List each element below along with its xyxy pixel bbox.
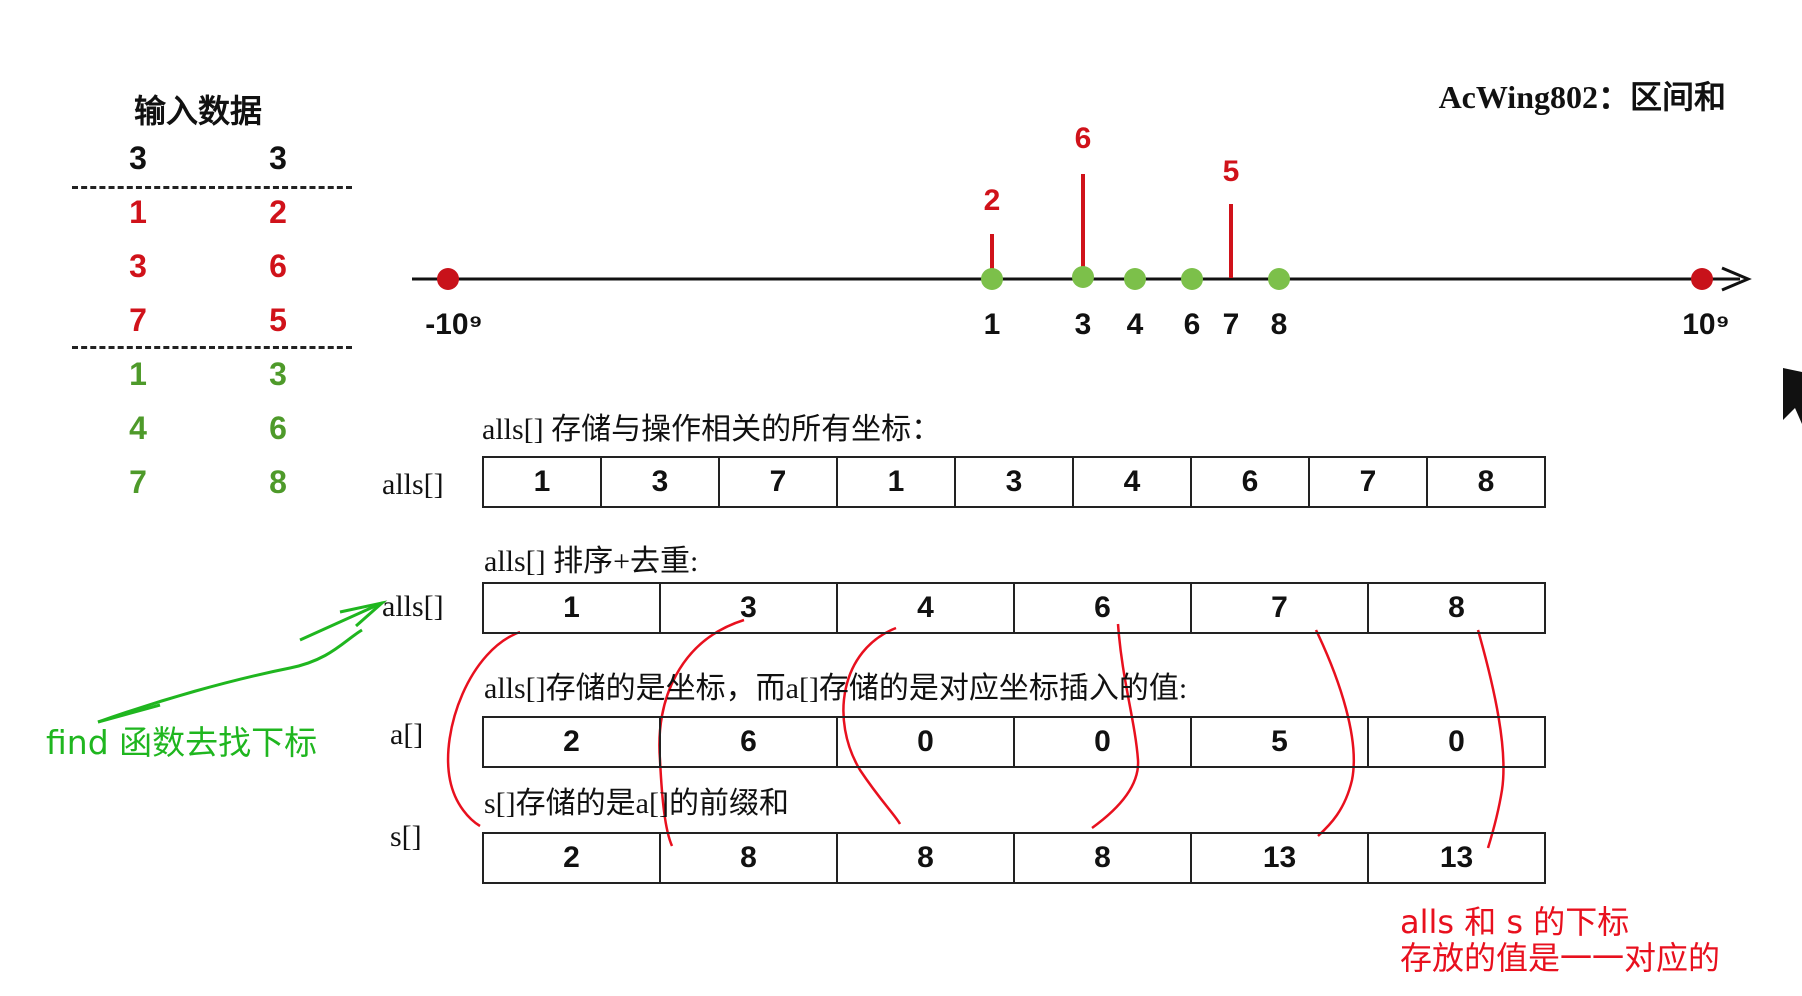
table-cell: 6 — [1190, 458, 1308, 506]
input-header-n: 3 — [129, 140, 147, 176]
table-cell: 1 — [836, 458, 954, 506]
add-row-x: 7 — [129, 302, 147, 338]
a-table: 2 6 0 0 5 0 — [482, 716, 1546, 768]
table-cell: 2 — [563, 725, 580, 758]
link-curve-1 — [446, 630, 521, 828]
table-cell: 7 — [1190, 584, 1367, 632]
table-cell: 7 — [718, 458, 836, 506]
axis-tick-label: 8 — [1270, 308, 1288, 341]
axis-tick-label: 7 — [1222, 308, 1240, 341]
divider-1 — [72, 186, 352, 189]
page-title: AcWing802：区间和 — [1438, 79, 1726, 115]
add-row-c: 6 — [269, 248, 287, 284]
table-cell: 5 — [1190, 718, 1367, 766]
table-cell: 3 — [954, 458, 1072, 506]
table-cell: 4 — [1072, 458, 1190, 506]
point-4 — [1124, 268, 1146, 290]
table-cell: 1 — [533, 465, 551, 498]
query-row-r: 3 — [269, 356, 287, 392]
find-note: find 函数去找下标 — [46, 723, 318, 762]
table-cell: 7 — [1308, 458, 1426, 506]
table-cell: 8 — [659, 834, 836, 882]
point-8 — [1268, 268, 1290, 290]
link-curve-5 — [1314, 629, 1356, 837]
table-cell: 8 — [1426, 458, 1544, 506]
index-note-line1: alls 和 s 的下标 — [1400, 903, 1630, 941]
alls-all-title: alls[] 存储与操作相关的所有坐标： — [482, 413, 942, 446]
bar-value-label: 5 — [1222, 155, 1240, 188]
alls-all-label: alls[] — [382, 468, 444, 501]
link-curve-6 — [1476, 629, 1505, 849]
table-cell: 8 — [836, 834, 1013, 882]
axis-max-label: 10⁹ — [1682, 308, 1730, 341]
point-3 — [1072, 266, 1094, 288]
table-cell: 1 — [563, 591, 580, 624]
a-title: alls[]存储的是坐标，而a[]存储的是对应坐标插入的值: — [484, 672, 1188, 705]
axis-arrow-icon — [1721, 266, 1752, 292]
alls-all-table: 1 3 7 1 3 4 6 7 8 — [482, 456, 1546, 508]
query-row-l: 1 — [129, 356, 147, 392]
query-row-r: 6 — [269, 410, 287, 446]
input-header-m: 3 — [269, 140, 287, 176]
query-row-l: 4 — [129, 410, 147, 446]
table-cell: 3 — [659, 584, 836, 632]
table-cell: 8 — [1013, 834, 1190, 882]
min-point — [437, 268, 459, 290]
divider-2 — [72, 346, 352, 349]
axis-min-label: -10⁹ — [425, 308, 483, 341]
bar-value-label: 2 — [983, 184, 1001, 217]
axis-tick-label: 6 — [1183, 308, 1201, 341]
table-cell: 4 — [836, 584, 1013, 632]
table-cell: 0 — [836, 718, 1013, 766]
add-row-c: 2 — [269, 194, 287, 230]
index-note-line2: 存放的值是一一对应的 — [1400, 939, 1721, 977]
query-row-r: 8 — [269, 464, 287, 500]
add-row-x: 1 — [129, 194, 147, 230]
alls-sorted-label: alls[] — [382, 590, 444, 623]
handwritten-arrow-head-line — [299, 601, 383, 642]
max-point — [1691, 268, 1713, 290]
axis-tick-label: 4 — [1126, 308, 1144, 341]
link-curve-4 — [1091, 623, 1140, 830]
table-cell: 6 — [659, 718, 836, 766]
table-cell: 0 — [1367, 718, 1544, 766]
table-cell: 6 — [1013, 584, 1190, 632]
table-cell: 0 — [1013, 718, 1190, 766]
query-row-l: 7 — [129, 464, 147, 500]
s-table: 2 8 8 8 13 13 — [482, 832, 1546, 884]
table-cell: 2 — [563, 841, 580, 874]
link-curve-3 — [842, 626, 902, 825]
add-row-c: 5 — [269, 302, 287, 338]
table-cell: 8 — [1367, 584, 1544, 632]
point-6 — [1181, 268, 1203, 290]
cursor-icon — [1783, 368, 1802, 424]
a-label: a[] — [390, 718, 424, 751]
table-cell: 3 — [600, 458, 718, 506]
axis-tick-label: 1 — [983, 308, 1001, 341]
axis-tick-label: 3 — [1074, 308, 1092, 341]
s-title: s[]存储的是a[]的前缀和 — [484, 787, 789, 820]
table-cell: 13 — [1190, 834, 1367, 882]
s-label: s[] — [390, 820, 422, 853]
alls-sorted-table: 1 3 4 6 7 8 — [482, 582, 1546, 634]
add-row-x: 3 — [129, 248, 147, 284]
alls-sorted-title: alls[] 排序+去重: — [484, 545, 699, 578]
input-title: 输入数据 — [134, 93, 263, 129]
handwritten-arrow-path — [97, 628, 363, 724]
handwritten-arrow-tail — [97, 703, 161, 724]
point-1 — [981, 268, 1003, 290]
bar-value-label: 6 — [1074, 122, 1092, 155]
table-cell: 13 — [1367, 834, 1544, 882]
